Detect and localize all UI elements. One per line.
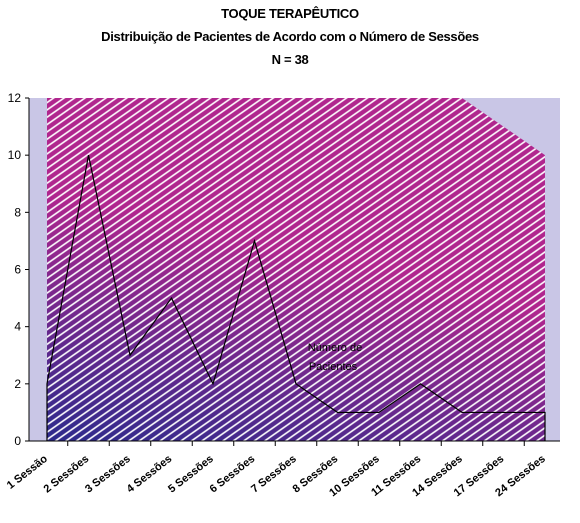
x-tick-label: 7 Sessões (249, 453, 299, 496)
y-tick-label: 12 (8, 91, 22, 105)
chart-n-label: N = 38 (271, 52, 309, 67)
y-tick-label: 2 (14, 377, 21, 391)
series-line-numero-de-pacientes (46, 155, 546, 441)
x-tick-label: 2 Sessões (42, 453, 92, 496)
y-tick-label: 0 (14, 434, 21, 448)
chart-subtitle: Distribuição de Pacientes de Acordo com … (101, 29, 479, 44)
y-tick-label: 8 (14, 205, 21, 219)
y-tick-label: 10 (8, 148, 22, 162)
y-tick-label: 6 (14, 263, 21, 277)
x-tick-label: 3 Sessões (83, 453, 133, 496)
y-tick-label: 4 (14, 320, 21, 334)
series-annotation-line-1: Número de (308, 342, 362, 354)
chart-title: TOQUE TERAPÊUTICO (221, 6, 359, 21)
x-tick-label: 4 Sessões (125, 453, 175, 496)
x-tick-label: 6 Sessões (208, 453, 258, 496)
background-band-hatch (47, 98, 545, 441)
x-tick-label: 5 Sessões (166, 453, 216, 496)
series-annotation-line-2: Pacientes (309, 361, 358, 373)
